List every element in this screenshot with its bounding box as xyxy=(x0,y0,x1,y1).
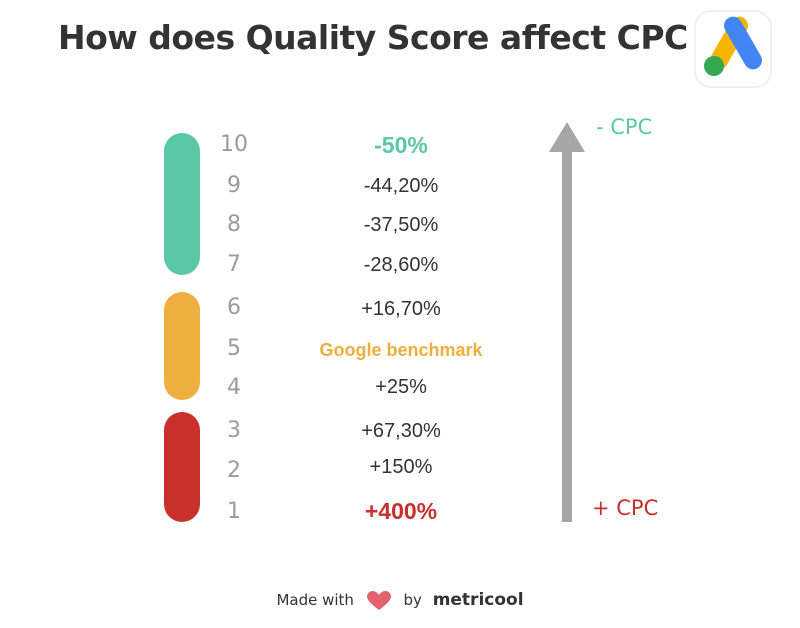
cpc-change: +16,70% xyxy=(361,298,441,320)
page-title: How does Quality Score affect CPC xyxy=(58,18,688,57)
lower-cpc-label: - CPC xyxy=(596,115,653,139)
cpc-change: +150% xyxy=(369,456,433,478)
cpc-change: -28,60% xyxy=(363,254,439,276)
cpc-change: +400% xyxy=(364,498,438,524)
cpc-change: +67,30% xyxy=(361,420,441,442)
made-with-label: Made with xyxy=(276,591,354,609)
cpc-change: -44,20% xyxy=(363,175,439,197)
footer: Made with by metricool xyxy=(0,590,800,611)
score-label: 10 xyxy=(220,132,248,157)
google-ads-logo xyxy=(694,10,772,88)
high-score-bar xyxy=(164,133,200,275)
metricool-brand: metricool xyxy=(432,590,524,610)
by-label: by xyxy=(403,591,422,609)
score-label: 6 xyxy=(227,295,241,320)
score-label: 5 xyxy=(227,336,241,361)
score-label: 8 xyxy=(227,212,241,237)
cpc-change: +25% xyxy=(375,376,427,398)
score-label: 4 xyxy=(227,375,241,400)
score-label: 1 xyxy=(227,499,241,524)
higher-cpc-label: + CPC xyxy=(592,496,659,520)
arrow-up-icon xyxy=(549,122,585,522)
low-score-bar xyxy=(164,412,200,522)
cpc-change: -37,50% xyxy=(363,214,439,236)
cpc-change: -50% xyxy=(374,132,428,158)
score-label: 9 xyxy=(227,173,241,198)
mid-score-bar xyxy=(164,292,200,400)
score-label: 7 xyxy=(227,252,241,277)
score-label: 3 xyxy=(227,418,241,443)
heart-icon xyxy=(366,590,391,610)
score-label: 2 xyxy=(227,458,241,483)
google-benchmark-label: Google benchmark xyxy=(319,340,483,360)
